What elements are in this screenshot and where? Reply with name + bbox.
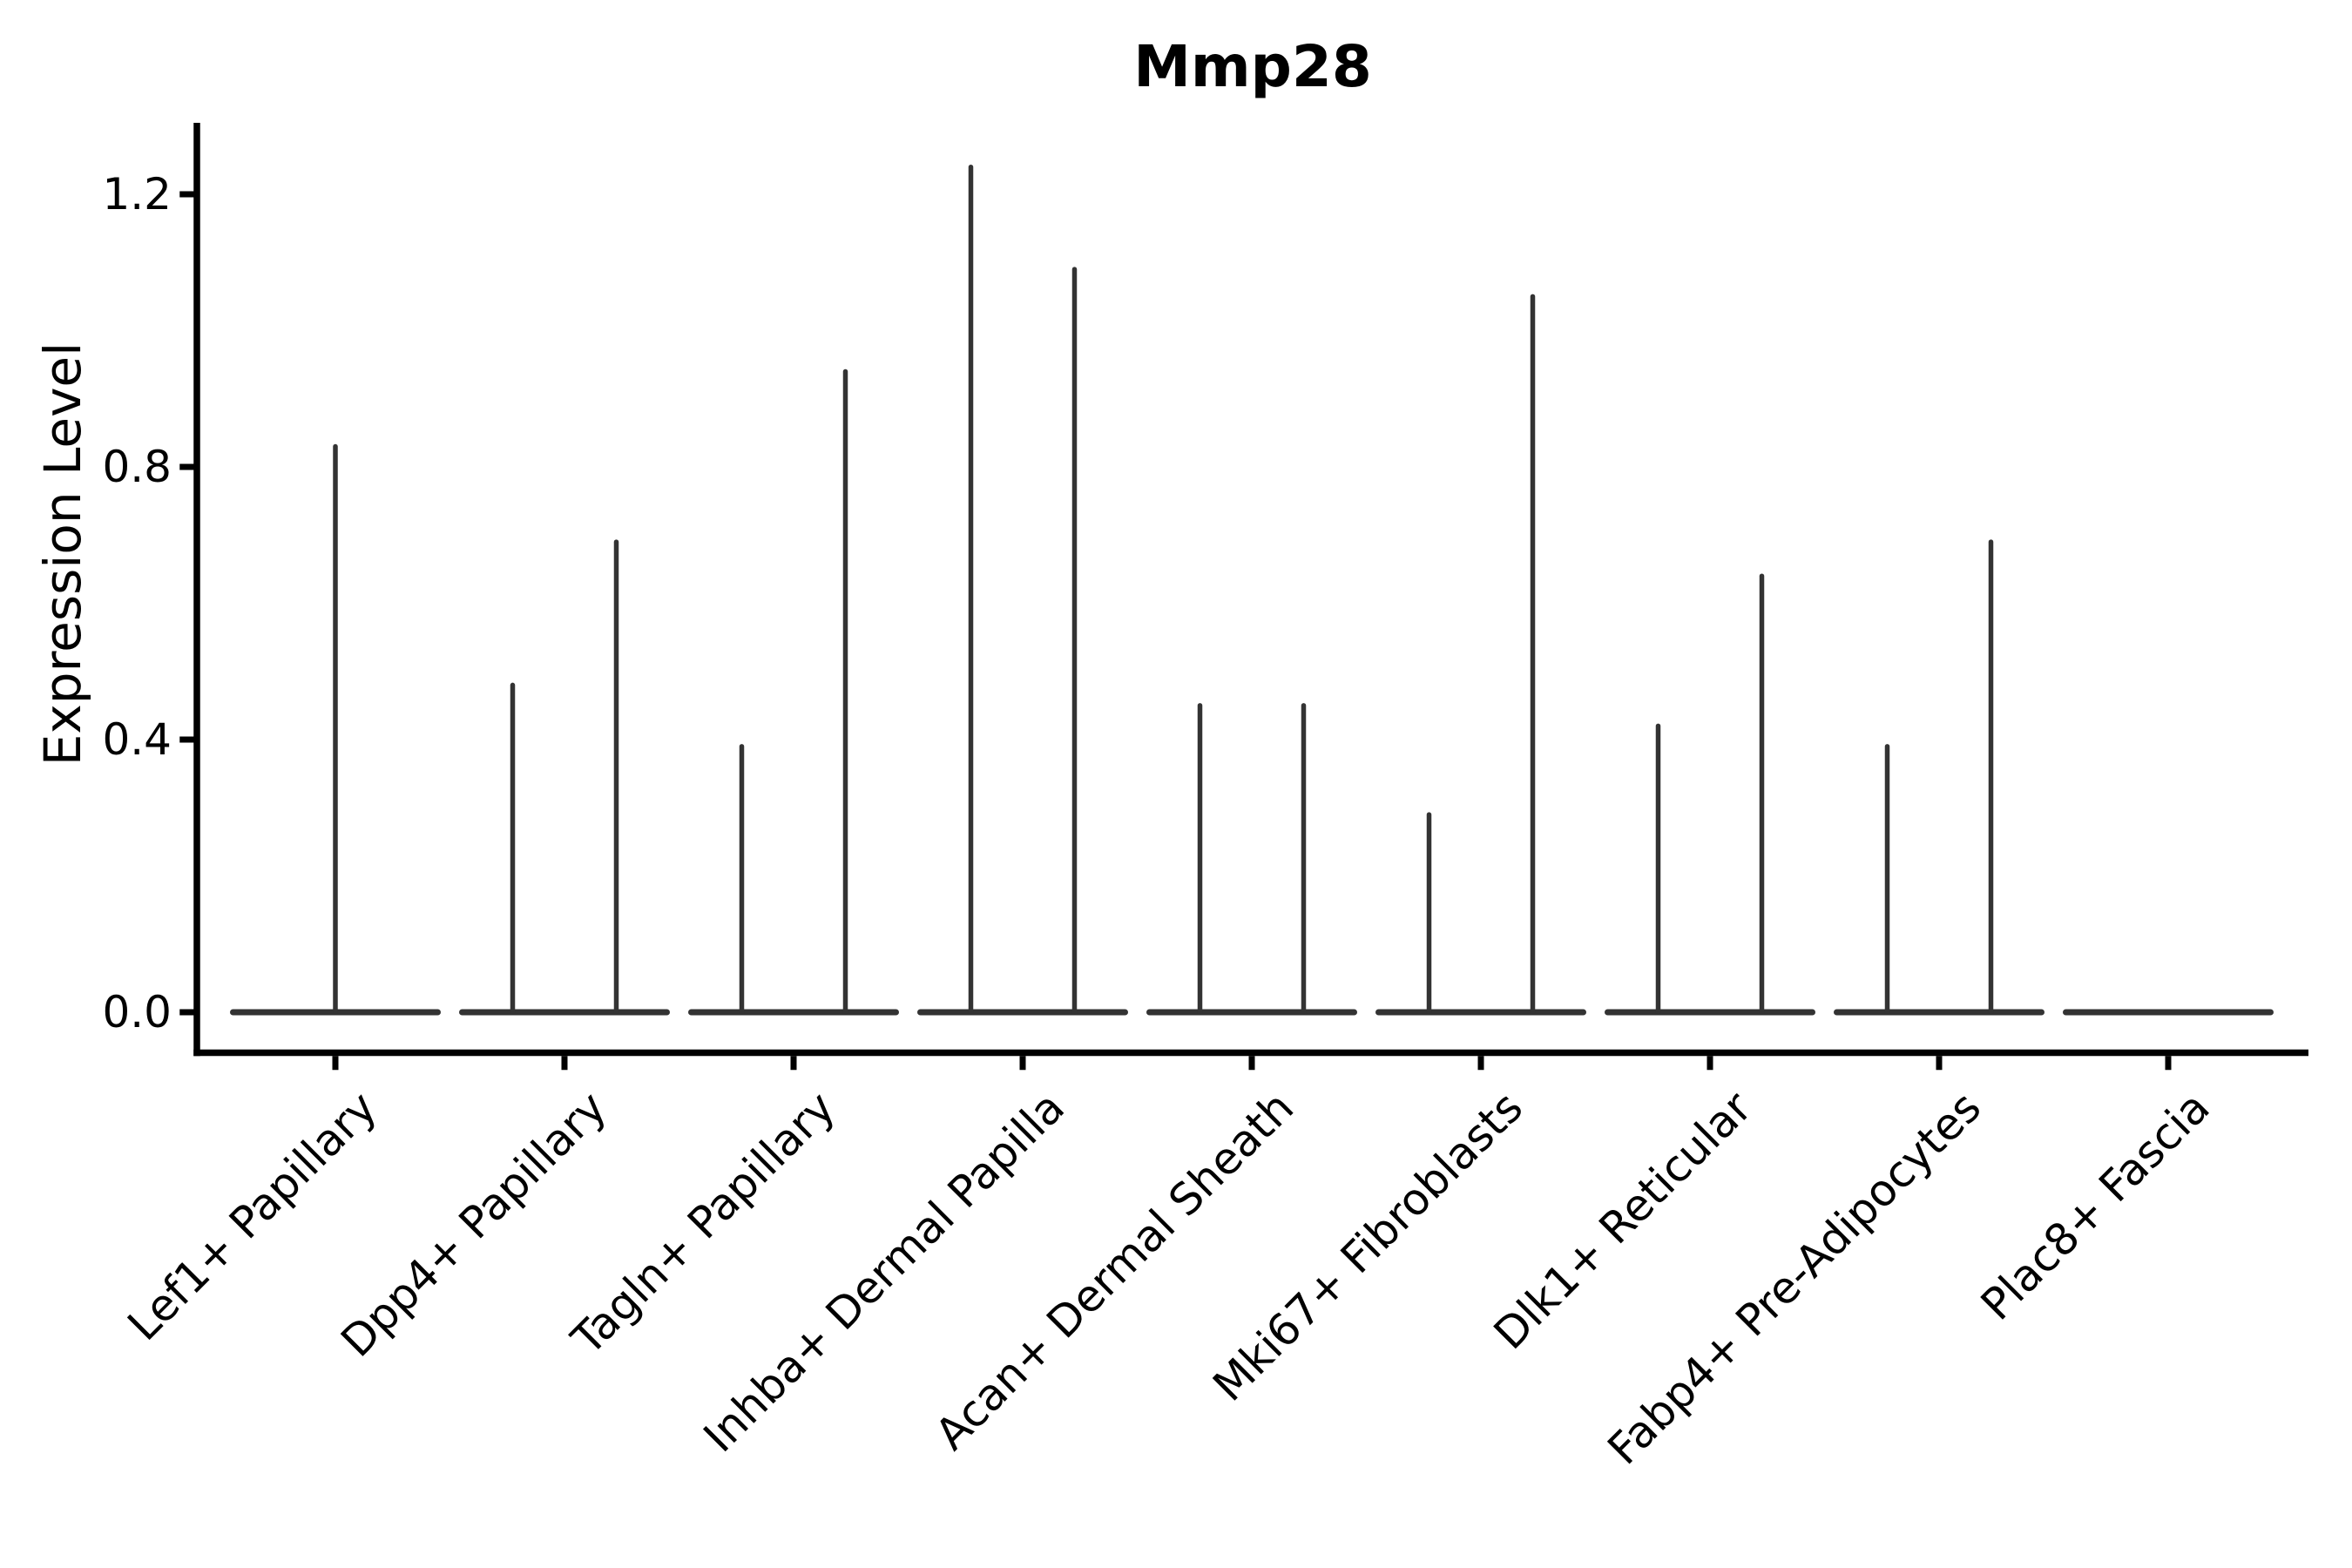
chart-title: Mmp28 [1133, 33, 1372, 100]
y-tick-label: 0.4 [102, 714, 172, 765]
y-tick-label: 0.0 [102, 987, 172, 1037]
y-tick-label: 0.8 [102, 442, 172, 492]
y-tick-label: 1.2 [102, 169, 172, 220]
